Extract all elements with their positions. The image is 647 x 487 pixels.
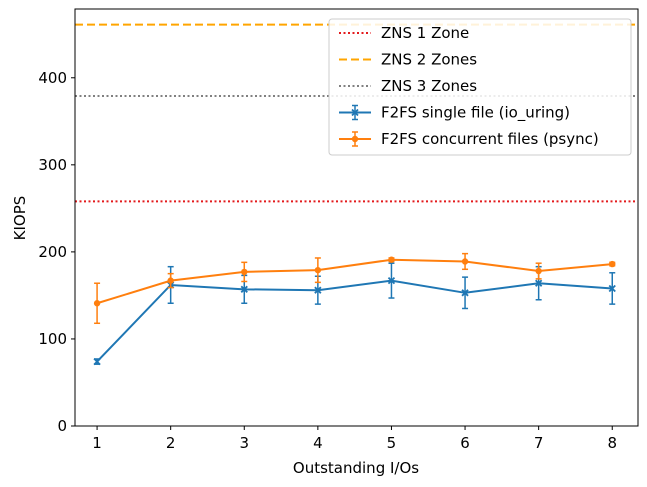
marker-stroke	[608, 284, 616, 293]
series-layer	[93, 252, 616, 366]
legend-entry-3: ZNS 3 Zones	[339, 77, 477, 95]
x-tick-label: 5	[387, 434, 397, 452]
marker-stroke	[535, 279, 543, 287]
y-tick-label: 200	[38, 243, 67, 261]
data-point	[387, 276, 396, 285]
marker-stroke	[93, 357, 101, 366]
legend-marker	[351, 135, 359, 143]
y-tick-label: 0	[57, 417, 67, 435]
data-point	[608, 284, 616, 293]
x-tick-label: 4	[313, 434, 323, 452]
series-line	[96, 258, 613, 305]
marker-stroke	[314, 286, 322, 294]
data-point	[93, 300, 101, 307]
series-2	[93, 252, 616, 325]
legend-label: ZNS 1 Zone	[381, 24, 469, 42]
x-tick-label: 8	[607, 434, 617, 452]
data-point	[461, 258, 469, 265]
data-point	[93, 357, 101, 366]
y-axis-label: KIOPS	[11, 196, 29, 241]
data-point	[314, 286, 322, 294]
data-point	[388, 256, 395, 263]
legend-box	[328, 18, 632, 156]
legend-entry-5: F2FS concurrent files (psync)	[339, 130, 599, 148]
legend-entry-2: ZNS 2 Zones	[339, 51, 477, 69]
y-tick-label: 100	[38, 330, 67, 348]
x-tick-label: 2	[166, 434, 176, 452]
y-tick-label: 400	[38, 69, 67, 87]
x-tick-label: 6	[460, 434, 470, 452]
legend-label: ZNS 3 Zones	[381, 77, 477, 95]
y-tick-label: 300	[38, 156, 67, 174]
data-point	[314, 266, 322, 274]
legend-marker	[351, 108, 359, 117]
data-point	[609, 260, 616, 268]
legend-label: F2FS concurrent files (psync)	[381, 130, 599, 148]
legend-entry-1: ZNS 1 Zone	[339, 24, 469, 42]
legend-label: ZNS 2 Zones	[381, 51, 477, 69]
legend-entry-4: F2FS single file (io_uring)	[339, 104, 570, 123]
data-point	[167, 277, 174, 284]
legend-label: F2FS single file (io_uring)	[381, 104, 570, 123]
x-tick-label: 3	[239, 434, 249, 452]
data-point	[241, 268, 248, 276]
y-axis: 0 100 200 300 400	[38, 69, 75, 435]
series-line	[96, 279, 613, 363]
marker-stroke	[240, 285, 248, 293]
data-point	[535, 279, 543, 287]
data-point	[535, 267, 542, 275]
x-tick-label: 7	[534, 434, 544, 452]
marker-stroke	[461, 289, 469, 297]
x-axis: 1 2 3 4 5 6 7 8	[92, 426, 617, 452]
data-point	[461, 289, 469, 297]
x-tick-label: 1	[92, 434, 102, 452]
plot-frame	[74, 8, 639, 427]
marker-stroke	[387, 276, 396, 285]
legend: ZNS 1 Zone ZNS 2 Zones ZNS 3 Zones F2FS sin…	[328, 18, 632, 156]
data-point	[240, 285, 248, 293]
x-axis-label: Outstanding I/Os	[293, 459, 419, 477]
